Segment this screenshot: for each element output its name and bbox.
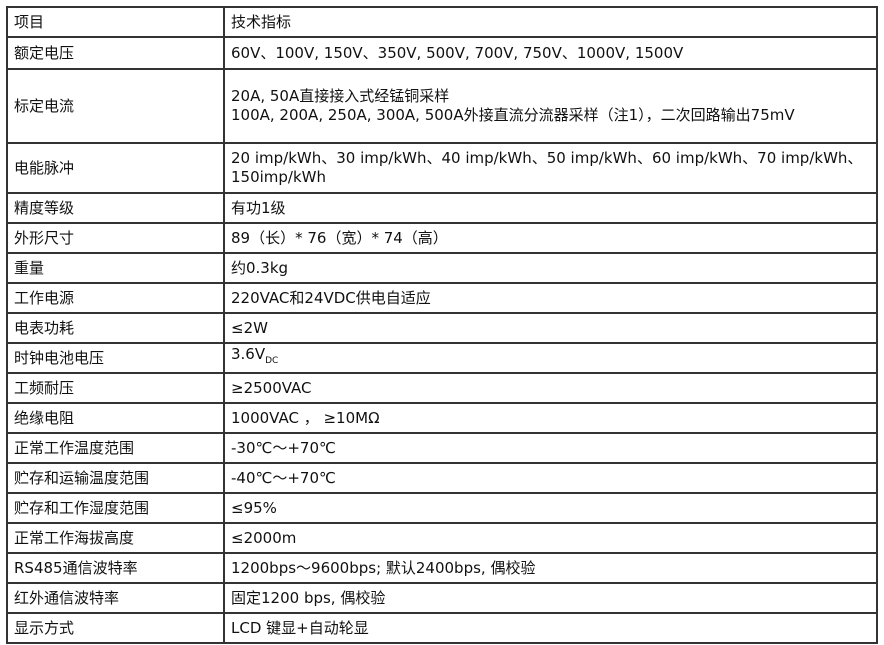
spec-text: ≥2500VAC [231, 378, 312, 397]
spec-text: 60V、100V, 150V、350V, 500V, 700V, 750V、10… [231, 43, 684, 62]
table-row: 红外通信波特率 固定1200 bps, 偶校验 [6, 582, 878, 614]
table-row: 工频耐压 ≥2500VAC [6, 372, 878, 404]
spec-line: -40℃～+70℃ [231, 469, 870, 488]
table-header-row: 项目 技术指标 [6, 6, 878, 38]
spec-text: 1000VAC ， ≥10MΩ [231, 408, 380, 427]
table-row: 正常工作温度范围 -30℃～+70℃ [6, 432, 878, 464]
spec-line: 1000VAC ， ≥10MΩ [231, 409, 870, 428]
row-item: 电表功耗 [6, 312, 225, 344]
spec-text: ≤2W [231, 318, 268, 337]
row-spec: ≤2W [223, 312, 878, 344]
spec-line: ≥2500VAC [231, 379, 870, 398]
spec-line: 100A, 200A, 250A, 300A, 500A外接直流分流器采样（注1… [231, 106, 870, 125]
spec-text: 有功1级 [231, 198, 286, 217]
spec-line: 20 imp/kWh、30 imp/kWh、40 imp/kWh、50 imp/… [231, 149, 870, 187]
row-item: 精度等级 [6, 192, 225, 224]
table-row: 重量 约0.3kg [6, 252, 878, 284]
spec-line: 1200bps～9600bps; 默认2400bps, 偶校验 [231, 559, 870, 578]
row-spec: 20 imp/kWh、30 imp/kWh、40 imp/kWh、50 imp/… [223, 142, 878, 194]
row-item: 重量 [6, 252, 225, 284]
table-row: 时钟电池电压 3.6VDC [6, 342, 878, 374]
row-spec: 有功1级 [223, 192, 878, 224]
spec-text: 约0.3kg [231, 258, 289, 277]
table-row: 电表功耗 ≤2W [6, 312, 878, 344]
row-item: 工作电源 [6, 282, 225, 314]
spec-text: 100A, 200A, 250A, 300A, 500A外接直流分流器采样（注1… [231, 106, 795, 124]
row-item: 工频耐压 [6, 372, 225, 404]
row-item: 标定电流 [6, 68, 225, 144]
row-spec: 1000VAC ， ≥10MΩ [223, 402, 878, 434]
spec-text: ≤95% [231, 498, 277, 517]
spec-text: -40℃～+70℃ [231, 468, 336, 487]
row-spec: 89（长）* 76（宽）* 74（高） [223, 222, 878, 254]
spec-line: -30℃～+70℃ [231, 439, 870, 458]
row-item: 时钟电池电压 [6, 342, 225, 374]
spec-text: 3.6V [231, 345, 266, 363]
table-row: 电能脉冲 20 imp/kWh、30 imp/kWh、40 imp/kWh、50 … [6, 142, 878, 194]
spec-line: 约0.3kg [231, 259, 870, 278]
row-spec: LCD 键显+自动轮显 [223, 612, 878, 644]
spec-line: 220VAC和24VDC供电自适应 [231, 289, 870, 308]
row-item: 正常工作温度范围 [6, 432, 225, 464]
spec-text: 20 imp/kWh、30 imp/kWh、40 imp/kWh、50 imp/… [231, 149, 863, 186]
table-row: 额定电压 60V、100V, 150V、350V, 500V, 700V, 750… [6, 36, 878, 70]
row-spec: ≤95% [223, 492, 878, 524]
row-item: 贮存和运输温度范围 [6, 462, 225, 494]
spec-line: 89（长）* 76（宽）* 74（高） [231, 229, 870, 248]
table-row: 精度等级 有功1级 [6, 192, 878, 224]
row-item: 电能脉冲 [6, 142, 225, 194]
spec-text: 220VAC和24VDC供电自适应 [231, 288, 431, 307]
spec-text: 1200bps～9600bps; 默认2400bps, 偶校验 [231, 558, 536, 577]
spec-line: ≤95% [231, 499, 870, 518]
table-row: RS485通信波特率 1200bps～9600bps; 默认2400bps, 偶校… [6, 552, 878, 584]
header-spec: 技术指标 [223, 6, 878, 38]
spec-text: LCD 键显+自动轮显 [231, 618, 369, 637]
row-item: 绝缘电阻 [6, 402, 225, 434]
spec-text: 20A, 50A直接接入式经锰铜采样 [231, 87, 450, 105]
row-item: RS485通信波特率 [6, 552, 225, 584]
header-item: 项目 [6, 6, 225, 38]
spec-text: ≤2000m [231, 528, 297, 547]
row-item: 显示方式 [6, 612, 225, 644]
row-spec: 固定1200 bps, 偶校验 [223, 582, 878, 614]
spec-line: 有功1级 [231, 199, 870, 218]
spec-text: -30℃～+70℃ [231, 438, 336, 457]
row-spec: 3.6VDC [223, 342, 878, 374]
table-row: 绝缘电阻 1000VAC ， ≥10MΩ [6, 402, 878, 434]
spec-table: 项目 技术指标 额定电压 60V、100V, 150V、350V, 500V, 7… [6, 6, 878, 644]
row-spec: 1200bps～9600bps; 默认2400bps, 偶校验 [223, 552, 878, 584]
spec-text: 89（长）* 76（宽）* 74（高） [231, 228, 448, 247]
row-spec: 60V、100V, 150V、350V, 500V, 700V, 750V、10… [223, 36, 878, 70]
table-row: 外形尺寸 89（长）* 76（宽）* 74（高） [6, 222, 878, 254]
table-row: 正常工作海拔高度 ≤2000m [6, 522, 878, 554]
spec-line: LCD 键显+自动轮显 [231, 619, 870, 638]
row-spec: -30℃～+70℃ [223, 432, 878, 464]
table-row: 显示方式 LCD 键显+自动轮显 [6, 612, 878, 644]
row-item: 贮存和工作湿度范围 [6, 492, 225, 524]
table-row: 工作电源 220VAC和24VDC供电自适应 [6, 282, 878, 314]
spec-line: ≤2000m [231, 529, 870, 548]
subscript: DC [265, 356, 279, 366]
row-item: 外形尺寸 [6, 222, 225, 254]
spec-line: 60V、100V, 150V、350V, 500V, 700V, 750V、10… [231, 44, 870, 63]
spec-text: 固定1200 bps, 偶校验 [231, 588, 386, 607]
row-spec: 220VAC和24VDC供电自适应 [223, 282, 878, 314]
spec-line: 20A, 50A直接接入式经锰铜采样 [231, 87, 870, 106]
spec-line: 固定1200 bps, 偶校验 [231, 589, 870, 608]
row-spec: 20A, 50A直接接入式经锰铜采样 100A, 200A, 250A, 300A… [223, 68, 878, 144]
table-row: 标定电流 20A, 50A直接接入式经锰铜采样 100A, 200A, 250A, … [6, 68, 878, 144]
row-spec: 约0.3kg [223, 252, 878, 284]
row-item: 红外通信波特率 [6, 582, 225, 614]
table-row: 贮存和工作湿度范围 ≤95% [6, 492, 878, 524]
row-item: 正常工作海拔高度 [6, 522, 225, 554]
table-row: 贮存和运输温度范围 -40℃～+70℃ [6, 462, 878, 494]
spec-line: 3.6VDC [231, 345, 870, 371]
row-item: 额定电压 [6, 36, 225, 70]
row-spec: ≤2000m [223, 522, 878, 554]
row-spec: -40℃～+70℃ [223, 462, 878, 494]
row-spec: ≥2500VAC [223, 372, 878, 404]
spec-line: ≤2W [231, 319, 870, 338]
